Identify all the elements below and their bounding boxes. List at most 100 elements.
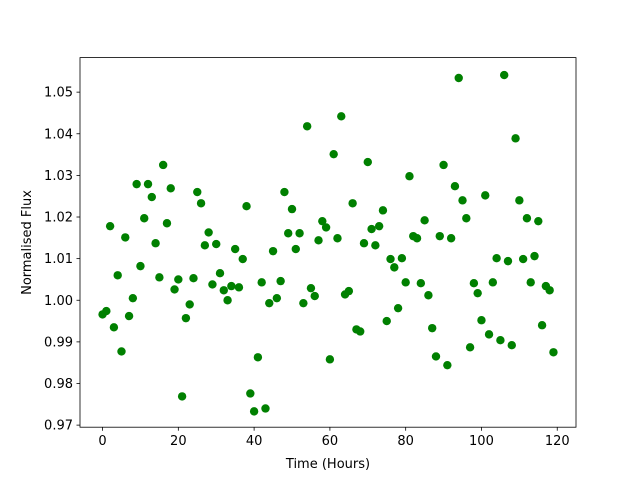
y-tick-label: 1.00 bbox=[44, 294, 73, 309]
data-point bbox=[238, 254, 247, 264]
data-point bbox=[458, 196, 467, 205]
data-point bbox=[314, 236, 323, 245]
data-point bbox=[132, 179, 141, 189]
data-point bbox=[488, 278, 498, 287]
data-point bbox=[212, 239, 221, 249]
data-point bbox=[117, 347, 126, 356]
axes-frame bbox=[79, 57, 577, 428]
y-tick-label: 1.01 bbox=[44, 252, 73, 267]
data-point bbox=[257, 278, 266, 287]
data-point bbox=[484, 330, 494, 339]
data-point bbox=[302, 122, 312, 131]
data-point bbox=[450, 182, 460, 191]
data-point bbox=[503, 256, 513, 266]
data-point bbox=[121, 233, 130, 242]
data-point bbox=[155, 273, 164, 282]
data-point bbox=[424, 291, 433, 300]
data-point bbox=[465, 343, 475, 352]
y-tick-label: 0.99 bbox=[44, 335, 73, 350]
data-point bbox=[174, 275, 183, 284]
data-point bbox=[431, 352, 441, 361]
data-point bbox=[420, 216, 429, 225]
data-point bbox=[230, 244, 240, 254]
data-point bbox=[462, 214, 471, 223]
data-point bbox=[393, 303, 403, 313]
data-point bbox=[534, 216, 543, 226]
x-tick-label: 40 bbox=[246, 434, 263, 449]
data-point bbox=[124, 311, 134, 321]
data-point bbox=[128, 293, 138, 303]
data-point bbox=[147, 192, 157, 202]
data-point bbox=[185, 300, 194, 309]
data-point bbox=[454, 73, 463, 83]
data-point bbox=[306, 283, 316, 293]
data-point bbox=[382, 316, 391, 326]
data-point bbox=[333, 234, 342, 243]
y-tick-label: 1.04 bbox=[44, 127, 73, 142]
data-point bbox=[337, 112, 346, 121]
data-point bbox=[253, 353, 263, 362]
y-tick-label: 1.05 bbox=[44, 86, 73, 101]
data-point bbox=[390, 263, 399, 272]
data-point bbox=[428, 323, 437, 333]
data-point bbox=[492, 254, 501, 263]
data-point bbox=[348, 199, 357, 208]
data-point bbox=[496, 336, 505, 345]
data-point bbox=[158, 160, 168, 170]
data-point bbox=[272, 293, 282, 303]
data-point bbox=[102, 306, 111, 316]
data-point bbox=[196, 199, 206, 208]
data-point bbox=[416, 278, 426, 288]
data-point bbox=[518, 254, 528, 264]
data-point bbox=[113, 271, 122, 280]
data-point bbox=[401, 278, 410, 287]
data-point bbox=[208, 280, 217, 289]
x-tick-label: 0 bbox=[98, 434, 106, 449]
y-tick-label: 1.03 bbox=[44, 169, 73, 184]
data-point bbox=[367, 224, 376, 234]
data-point bbox=[265, 298, 274, 308]
data-point bbox=[386, 254, 395, 264]
data-point bbox=[443, 360, 452, 370]
data-point bbox=[140, 214, 149, 223]
y-axis-label: Normalised Flux bbox=[20, 190, 35, 295]
data-point bbox=[446, 234, 456, 243]
x-tick-label: 100 bbox=[469, 434, 494, 449]
data-point bbox=[310, 291, 319, 301]
data-point bbox=[318, 216, 327, 226]
y-tick-label: 1.02 bbox=[44, 211, 73, 226]
data-point bbox=[530, 251, 539, 261]
data-point bbox=[412, 234, 422, 243]
data-point bbox=[481, 191, 490, 200]
data-point bbox=[526, 278, 535, 287]
data-point bbox=[321, 223, 331, 232]
data-point bbox=[219, 286, 228, 295]
data-point bbox=[363, 157, 372, 167]
data-point bbox=[545, 286, 554, 295]
data-point bbox=[189, 273, 198, 283]
data-point bbox=[299, 298, 308, 308]
data-point bbox=[549, 348, 558, 357]
data-point bbox=[181, 313, 191, 323]
data-point bbox=[162, 219, 172, 228]
data-point bbox=[215, 269, 225, 278]
data-point bbox=[280, 187, 289, 197]
data-point bbox=[537, 321, 547, 330]
data-point bbox=[246, 389, 255, 398]
data-point bbox=[170, 285, 179, 294]
data-point bbox=[356, 327, 365, 336]
data-point bbox=[136, 261, 145, 271]
data-point bbox=[522, 214, 532, 223]
x-tick-label: 20 bbox=[170, 434, 187, 449]
data-point bbox=[374, 221, 384, 231]
y-tick-label: 0.97 bbox=[44, 419, 73, 434]
data-point bbox=[469, 278, 479, 288]
data-point bbox=[249, 407, 259, 416]
y-tick-label: 0.98 bbox=[44, 377, 73, 392]
data-point bbox=[371, 241, 380, 250]
data-point bbox=[204, 228, 213, 237]
data-point bbox=[223, 296, 232, 305]
data-point bbox=[151, 239, 160, 248]
data-point bbox=[477, 316, 486, 325]
